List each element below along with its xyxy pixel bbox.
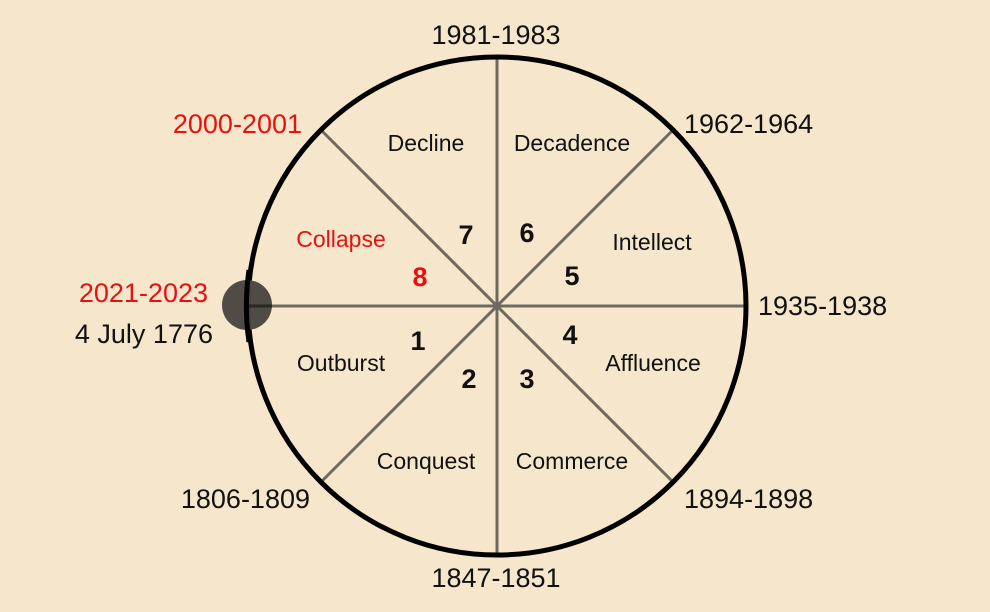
date-bottom: 1847-1851 (431, 563, 560, 593)
circle-edge-over-dot (243, 269, 252, 343)
date-bottom-right: 1894-1898 (684, 484, 813, 514)
date-top-right: 1962-1964 (684, 109, 813, 139)
segment-label-decline: Decline (388, 130, 465, 156)
segment-number-1: 1 (410, 326, 425, 356)
segment-label-intellect: Intellect (612, 229, 692, 255)
date-right: 1935-1938 (758, 291, 887, 321)
date-left-highlight: 2021-2023 (79, 278, 208, 308)
date-left: 4 July 1776 (75, 319, 213, 349)
segment-label-conquest: Conquest (377, 448, 476, 474)
segment-number-4: 4 (562, 320, 577, 350)
segment-label-commerce: Commerce (516, 448, 628, 474)
date-bottom-left: 1806-1809 (181, 484, 310, 514)
spoke-diagonal-2 (319, 128, 675, 484)
segment-number-5: 5 (564, 261, 579, 291)
segment-label-collapse: Collapse (296, 226, 386, 252)
segment-number-6: 6 (519, 218, 534, 248)
date-labels: 1981-1983 1962-1964 1935-1938 1894-1898 … (75, 20, 887, 593)
date-top: 1981-1983 (431, 20, 560, 50)
segment-label-decadence: Decadence (514, 130, 630, 156)
segment-labels: Outburst Conquest Commerce Affluence Int… (296, 130, 700, 474)
spokes (248, 57, 746, 555)
segment-number-2: 2 (461, 364, 476, 394)
segment-number-7: 7 (458, 220, 473, 250)
segment-number-3: 3 (519, 364, 534, 394)
date-top-left-highlight: 2000-2001 (173, 109, 302, 139)
segment-label-outburst: Outburst (297, 350, 386, 376)
segment-label-affluence: Affluence (605, 350, 700, 376)
segment-number-8: 8 (412, 262, 427, 292)
